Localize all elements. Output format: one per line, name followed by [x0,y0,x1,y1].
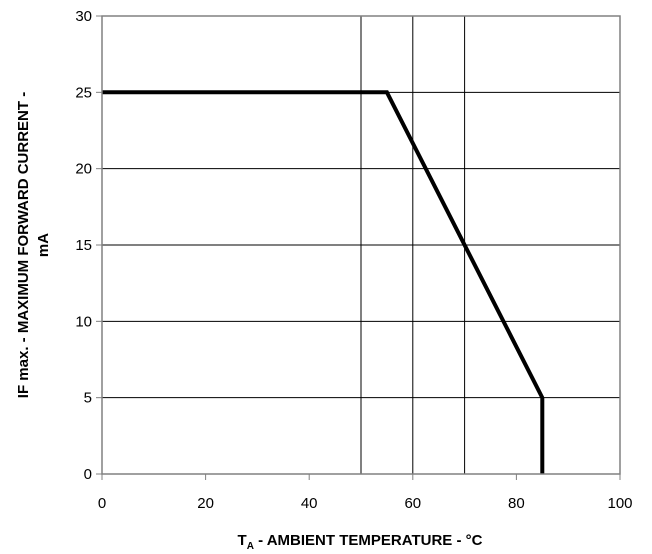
x-axis-label-t: T [238,532,247,549]
y-tick-label-30: 30 [75,8,92,25]
x-axis-label-rest: - AMBIENT TEMPERATURE - °C [254,532,483,549]
tick-labels: 0 5 10 15 20 25 30 0 20 40 60 80 100 [75,8,632,512]
series-line-0 [102,90,545,474]
x-tick-label-0: 0 [98,495,106,512]
y-axis-label: IF max. - MAXIMUM FORWARD CURRENT - mA [15,92,52,398]
x-axis-label-subscript: A [247,541,254,552]
y-axis-label-line1: IF max. - MAXIMUM FORWARD CURRENT - [15,92,32,398]
x-tick-label-100: 100 [607,495,632,512]
y-tick-label-5: 5 [84,390,92,407]
x-tick-label-40: 40 [301,495,318,512]
y-tick-label-20: 20 [75,161,92,178]
y-tick-label-10: 10 [75,313,92,330]
y-axis-label-line2: mA [35,233,52,257]
x-tick-label-20: 20 [197,495,214,512]
series-group [102,90,545,474]
x-axis-label: TA - AMBIENT TEMPERATURE - °C [238,532,483,552]
x-tick-label-60: 60 [404,495,421,512]
y-tick-label-25: 25 [75,84,92,101]
x-tick-label-80: 80 [508,495,525,512]
y-tick-label-0: 0 [84,466,92,483]
y-tick-label-15: 15 [75,237,92,254]
